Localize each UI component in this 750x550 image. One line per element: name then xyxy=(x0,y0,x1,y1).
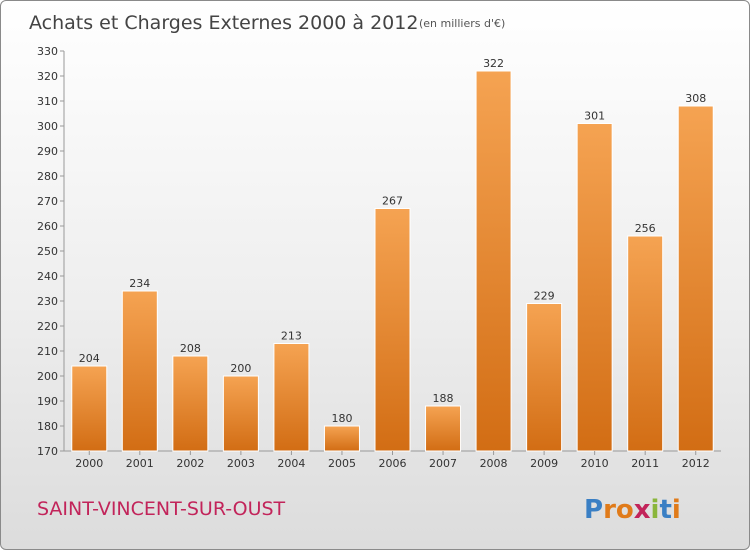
commune-name: SAINT-VINCENT-SUR-OUST xyxy=(37,498,286,520)
x-tick-label: 2005 xyxy=(328,457,356,470)
logo-letter: i xyxy=(651,495,660,525)
x-tick-label: 2010 xyxy=(581,457,609,470)
bar-2001 xyxy=(121,290,158,452)
bar-2007 xyxy=(425,405,462,452)
x-tick-label: 2002 xyxy=(176,457,204,470)
logo-letter: P xyxy=(584,495,603,525)
value-label-2001: 234 xyxy=(129,277,150,290)
logo-letter: r xyxy=(603,495,616,525)
value-labels-group: 204 234 208 200 213 180 267 188 322 229 301 256 308 xyxy=(79,57,706,425)
x-tick-label: 2006 xyxy=(379,457,407,470)
x-tick-label: 2009 xyxy=(530,457,558,470)
bar-2002 xyxy=(172,355,209,452)
bar-2003 xyxy=(222,375,259,452)
x-axis: 2000 2001 2002 2003 2004 2005 2006 2007 2008 2009… xyxy=(75,451,710,470)
bar-2005 xyxy=(323,425,360,452)
y-axis: 170 180 190 200 210 220 230 240 250 260 270 280 290 3… xyxy=(37,45,64,458)
y-tick-label: 320 xyxy=(37,70,58,83)
bar-2011 xyxy=(627,235,664,452)
y-tick-label: 240 xyxy=(37,270,58,283)
y-tick-label: 290 xyxy=(37,145,58,158)
y-tick-label: 330 xyxy=(37,45,58,58)
value-label-2006: 267 xyxy=(382,195,403,208)
y-tick-label: 210 xyxy=(37,345,58,358)
bar-2012 xyxy=(677,105,714,452)
y-tick-label: 190 xyxy=(37,395,58,408)
y-tick-label: 280 xyxy=(37,170,58,183)
value-label-2008: 322 xyxy=(483,57,504,70)
x-tick-label: 2003 xyxy=(227,457,255,470)
x-tick-label: 2000 xyxy=(75,457,103,470)
y-tick-label: 250 xyxy=(37,245,58,258)
bars-group xyxy=(71,70,714,452)
value-label-2011: 256 xyxy=(635,222,656,235)
value-label-2007: 188 xyxy=(433,392,454,405)
proxiti-logo: Proxiti xyxy=(584,495,681,525)
x-tick-label: 2008 xyxy=(480,457,508,470)
value-label-2004: 213 xyxy=(281,330,302,343)
bar-2008 xyxy=(475,70,512,452)
y-tick-label: 180 xyxy=(37,420,58,433)
chart-title: Achats et Charges Externes 2000 à 2012 xyxy=(29,12,418,34)
logo-letter: i xyxy=(672,495,681,525)
bar-2004 xyxy=(273,343,310,452)
value-label-2009: 229 xyxy=(534,290,555,303)
y-tick-label: 170 xyxy=(37,445,58,458)
x-tick-label: 2012 xyxy=(682,457,710,470)
bar-2000 xyxy=(71,365,108,452)
bar-2010 xyxy=(576,123,613,452)
y-tick-label: 300 xyxy=(37,120,58,133)
value-label-2010: 301 xyxy=(584,110,605,123)
value-label-2005: 180 xyxy=(331,412,352,425)
y-tick-label: 310 xyxy=(37,95,58,108)
chart-subtitle: (en milliers d'€) xyxy=(419,17,505,30)
y-tick-label: 270 xyxy=(37,195,58,208)
value-label-2000: 204 xyxy=(79,352,100,365)
bar-2006 xyxy=(374,208,411,452)
y-tick-label: 220 xyxy=(37,320,58,333)
y-tick-label: 200 xyxy=(37,370,58,383)
bar-2009 xyxy=(526,303,563,452)
value-label-2012: 308 xyxy=(685,92,706,105)
logo-letter: o xyxy=(616,495,634,525)
value-label-2002: 208 xyxy=(180,342,201,355)
logo-letter: x xyxy=(634,495,651,525)
x-tick-label: 2011 xyxy=(631,457,659,470)
value-label-2003: 200 xyxy=(230,362,251,375)
y-tick-label: 230 xyxy=(37,295,58,308)
logo-letter: t xyxy=(659,495,671,525)
y-tick-label: 260 xyxy=(37,220,58,233)
x-tick-label: 2004 xyxy=(277,457,305,470)
x-tick-label: 2001 xyxy=(126,457,154,470)
x-tick-label: 2007 xyxy=(429,457,457,470)
